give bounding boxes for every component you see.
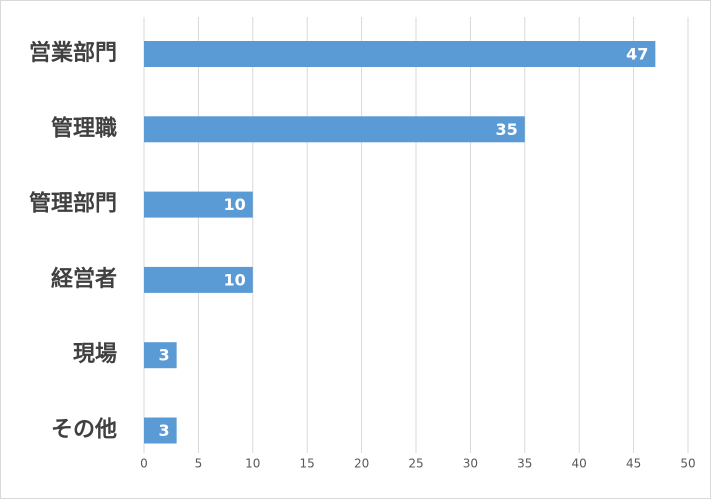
data-label-1: 35 bbox=[496, 120, 518, 139]
gridlines bbox=[143, 17, 689, 453]
x-tick-label-5: 5 bbox=[195, 457, 203, 471]
x-tick-label-45: 45 bbox=[626, 457, 641, 471]
x-tick-label-25: 25 bbox=[408, 457, 423, 471]
data-label-0: 47 bbox=[626, 45, 648, 64]
bar-0 bbox=[144, 41, 656, 67]
x-tick-label-40: 40 bbox=[572, 457, 587, 471]
bar-2 bbox=[144, 191, 253, 218]
bars bbox=[144, 41, 656, 444]
data-label-5: 3 bbox=[158, 421, 169, 440]
category-label-2: 管理部門 bbox=[29, 191, 117, 217]
data-label-4: 3 bbox=[158, 346, 169, 365]
labels: 0 5 10 15 20 25 30 35 40 45 50 営業部門 47 管理職 35 管理部門 10 経営者… bbox=[29, 40, 696, 471]
category-label-0: 営業部門 bbox=[29, 40, 117, 66]
x-tick-label-0: 0 bbox=[140, 457, 148, 471]
x-tick-label-30: 30 bbox=[463, 457, 478, 471]
category-label-4: 現場 bbox=[73, 342, 117, 367]
category-label-1: 管理職 bbox=[51, 115, 117, 141]
bar-4 bbox=[144, 342, 177, 369]
category-label-3: 経営者 bbox=[51, 266, 117, 292]
x-tick-label-50: 50 bbox=[680, 457, 695, 471]
bar-5 bbox=[144, 417, 177, 444]
data-label-2: 10 bbox=[224, 195, 246, 214]
x-tick-label-35: 35 bbox=[517, 457, 532, 471]
x-tick-label-10: 10 bbox=[245, 457, 260, 471]
data-label-3: 10 bbox=[224, 270, 246, 289]
x-tick-label-15: 15 bbox=[300, 457, 315, 471]
x-tick-label-20: 20 bbox=[354, 457, 369, 471]
category-label-5: その他 bbox=[51, 418, 117, 443]
bar-1 bbox=[144, 116, 525, 143]
bar-3 bbox=[144, 266, 253, 293]
